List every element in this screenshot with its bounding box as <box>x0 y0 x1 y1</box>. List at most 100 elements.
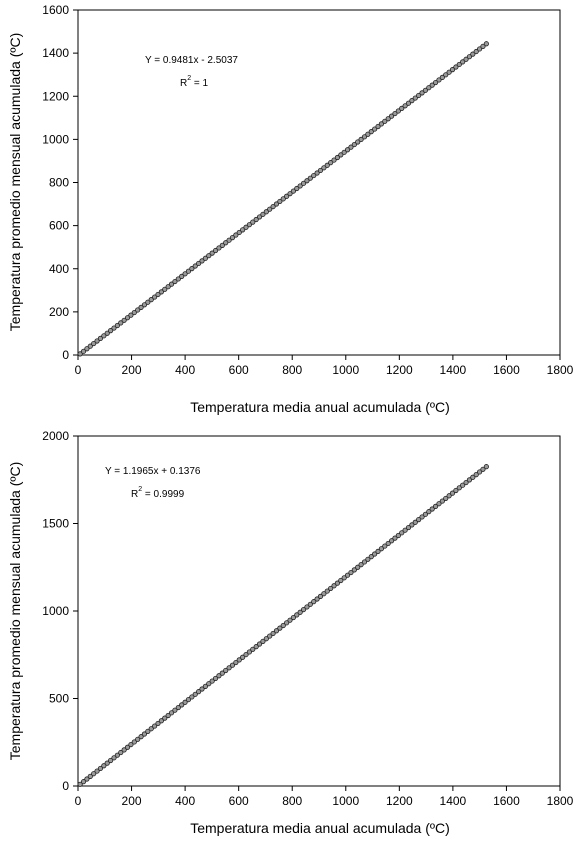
x-tick-label: 1400 <box>440 794 467 808</box>
data-point <box>108 328 114 334</box>
data-point <box>456 61 462 68</box>
data-point <box>409 98 415 104</box>
data-point <box>253 216 259 223</box>
data-point <box>284 620 290 626</box>
data-point <box>463 56 469 62</box>
data-point <box>314 170 320 176</box>
data-point <box>287 617 293 623</box>
data-point <box>446 493 452 499</box>
data-point <box>104 760 110 766</box>
x-tick-label: 1800 <box>547 794 574 808</box>
x-tick-label: 1200 <box>386 794 413 808</box>
data-point <box>480 466 486 472</box>
data-point <box>300 180 307 186</box>
data-point <box>108 757 114 764</box>
x-tick-label: 0 <box>75 363 82 377</box>
data-point <box>460 482 466 488</box>
x-tick-label: 600 <box>229 363 249 377</box>
data-point <box>300 606 307 613</box>
y-tick-label: 0 <box>62 348 69 362</box>
data-point <box>361 559 368 565</box>
data-point <box>101 333 107 339</box>
x-tick-label: 1800 <box>547 363 574 377</box>
data-point <box>385 116 391 122</box>
y-tick-label: 600 <box>49 219 69 233</box>
data-point <box>212 247 219 254</box>
data-point <box>229 235 236 241</box>
data-point <box>392 535 398 541</box>
data-point <box>250 219 256 225</box>
data-point <box>395 532 401 539</box>
data-point <box>216 245 222 251</box>
y-tick-label: 800 <box>49 176 69 190</box>
data-point <box>246 649 253 655</box>
data-point <box>317 167 324 174</box>
data-point <box>168 710 175 716</box>
data-point <box>94 768 100 774</box>
y-tick-label: 400 <box>49 262 69 276</box>
x-tick-label: 1400 <box>440 363 467 377</box>
data-point <box>256 641 263 647</box>
data-point <box>226 237 232 243</box>
data-point <box>246 222 253 228</box>
x-tick-label: 0 <box>75 794 82 808</box>
data-point <box>473 48 479 55</box>
data-point <box>80 779 87 785</box>
data-point <box>114 752 120 758</box>
data-point <box>358 136 364 143</box>
data-point <box>382 118 388 124</box>
data-point <box>483 41 489 47</box>
data-point <box>84 346 90 352</box>
data-point <box>209 250 215 256</box>
data-point <box>338 152 344 158</box>
data-point <box>361 134 368 140</box>
data-point <box>466 477 473 483</box>
data-point <box>328 160 334 166</box>
data-point <box>351 567 357 573</box>
data-point <box>372 551 378 557</box>
data-point <box>412 519 418 525</box>
x-axis-label-bottom: Temperatura media anual acumulada (ºC) <box>190 820 450 836</box>
data-point <box>135 736 141 742</box>
data-point <box>121 317 127 323</box>
data-point <box>334 580 341 586</box>
x-tick-label: 1200 <box>386 363 413 377</box>
data-point <box>141 302 148 308</box>
data-point <box>399 105 405 111</box>
data-point <box>165 712 171 719</box>
data-point <box>199 258 205 264</box>
data-point <box>358 561 364 568</box>
data-point <box>453 487 459 494</box>
y-tick-label: 1500 <box>42 517 69 531</box>
y-tick-label: 1000 <box>42 604 69 618</box>
data-point <box>124 744 131 750</box>
data-point <box>91 340 97 347</box>
data-point <box>270 203 276 210</box>
data-point <box>209 678 215 684</box>
data-point <box>131 309 137 316</box>
data-point <box>196 689 202 695</box>
data-point <box>422 87 429 93</box>
data-point <box>158 289 164 295</box>
data-point <box>280 196 286 202</box>
x-tick-label: 800 <box>282 363 302 377</box>
data-point <box>280 622 286 629</box>
data-point <box>348 144 354 150</box>
data-point <box>426 85 432 91</box>
data-point <box>460 59 466 65</box>
data-point <box>172 278 178 285</box>
data-point <box>368 554 374 560</box>
data-point <box>341 149 347 155</box>
data-point <box>405 100 412 106</box>
data-point <box>111 755 117 761</box>
data-point <box>263 209 269 215</box>
data-point <box>476 469 483 475</box>
data-point <box>365 556 371 562</box>
data-point <box>307 601 313 607</box>
data-point <box>432 79 439 86</box>
data-point <box>260 211 266 217</box>
chart-top: 0 200 400 600 800 1000 1200 1400 1600 1800 0 200 40… <box>7 3 574 415</box>
chart-bottom: 0 200 400 600 800 1000 1200 1400 1600 1800 0 500 10… <box>7 429 574 836</box>
data-point <box>331 583 337 589</box>
